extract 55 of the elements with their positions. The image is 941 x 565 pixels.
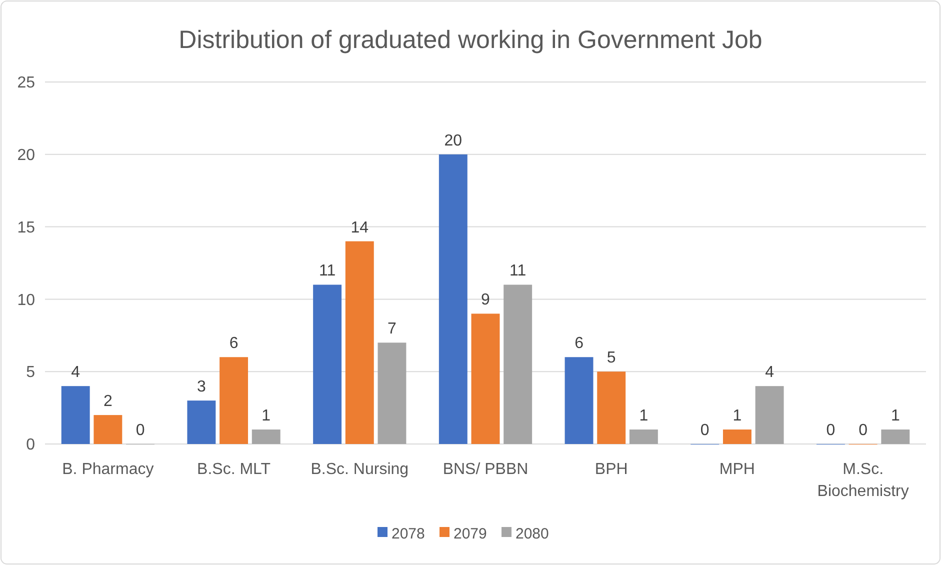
y-tick-label: 25 xyxy=(17,74,36,92)
legend-label: 2080 xyxy=(516,525,549,542)
data-label: 9 xyxy=(481,292,490,309)
x-tick-label: B.Sc. Nursing xyxy=(310,461,409,478)
bar xyxy=(722,430,752,444)
data-label: 3 xyxy=(196,378,206,396)
bar xyxy=(378,342,406,444)
bar xyxy=(313,284,342,444)
data-label: 20 xyxy=(444,132,462,150)
x-tick-label: M.Sc. Biochemistry xyxy=(817,461,909,500)
bar xyxy=(345,241,374,444)
bar xyxy=(438,154,468,444)
data-label: 11 xyxy=(510,262,526,280)
bar xyxy=(881,430,910,444)
bar xyxy=(597,372,626,444)
data-label: 5 xyxy=(606,350,616,367)
data-label: 11 xyxy=(319,262,336,280)
data-label: 1 xyxy=(890,408,900,425)
bar xyxy=(564,357,594,444)
chart-title: Distribution of graduated working in Government Job xyxy=(178,26,762,54)
data-label: 1 xyxy=(732,408,742,425)
bar xyxy=(94,415,122,444)
bar xyxy=(187,400,216,444)
data-label: 2 xyxy=(103,393,112,410)
x-tick-label: B.Sc. MLT xyxy=(197,461,271,478)
bar xyxy=(252,430,280,444)
bar xyxy=(220,357,248,444)
x-tick-label: B. Pharmacy xyxy=(62,461,154,478)
data-label: 1 xyxy=(262,408,271,425)
legend-label: 2078 xyxy=(392,525,425,542)
data-label: 6 xyxy=(229,335,238,352)
bar xyxy=(61,386,90,444)
bar xyxy=(471,314,500,444)
x-tick-label: BNS/ PBBN xyxy=(442,461,528,478)
x-tick-label: MPH xyxy=(719,461,755,478)
legend-label: 2079 xyxy=(454,525,487,542)
bar xyxy=(755,386,784,444)
data-label: 7 xyxy=(388,320,397,338)
data-label: 4 xyxy=(765,364,774,382)
y-tick-label: 15 xyxy=(17,219,36,236)
data-label: 0 xyxy=(700,422,710,439)
data-label: 0 xyxy=(858,422,868,439)
data-label: 0 xyxy=(136,422,145,439)
y-tick-label: 0 xyxy=(26,436,36,454)
data-label: 1 xyxy=(639,408,648,425)
data-label: 14 xyxy=(350,219,369,236)
data-label: 6 xyxy=(574,335,584,352)
bar xyxy=(629,430,658,444)
y-tick-label: 5 xyxy=(26,364,36,382)
data-label: 0 xyxy=(826,422,836,439)
y-tick-label: 20 xyxy=(17,147,36,164)
x-tick-label: BPH xyxy=(594,461,628,478)
y-tick-label: 10 xyxy=(17,292,36,309)
data-label: 4 xyxy=(71,364,80,382)
bar xyxy=(504,284,532,444)
